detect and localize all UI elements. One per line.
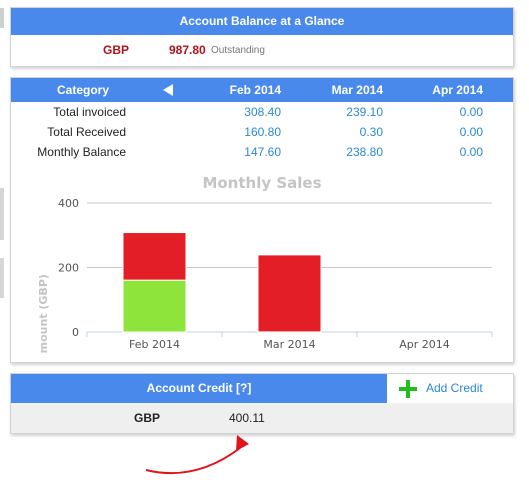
balance-currency: GBP: [103, 43, 129, 57]
balance-row: GBP 987.80 Outstanding: [11, 35, 513, 65]
row-value[interactable]: 0.00: [413, 125, 483, 139]
y-tick-label: 400: [58, 197, 79, 210]
month-header: Mar 2014: [313, 83, 383, 97]
table-row-monthly-balance: Monthly Balance 147.60 238.80 0.00: [11, 142, 513, 162]
bar-segment: [123, 280, 186, 332]
annotation-arrow-icon: [140, 430, 270, 480]
y-tick-label: 200: [58, 262, 79, 275]
month-header: Feb 2014: [211, 83, 281, 97]
account-balance-title: Account Balance at a Glance: [11, 8, 513, 35]
account-credit-panel: Account Credit [?] Add Credit GBP 400.11: [10, 373, 514, 434]
row-value[interactable]: 239.10: [313, 105, 383, 119]
account-balance-panel: Account Balance at a Glance GBP 987.80 O…: [10, 7, 514, 67]
row-value[interactable]: 0.00: [413, 105, 483, 119]
credit-amount: 400.11: [229, 411, 265, 425]
row-label: Total invoiced: [53, 105, 126, 119]
account-credit-header: Account Credit [?]: [11, 374, 387, 403]
monthly-summary-panel: Category Feb 2014 Mar 2014 Apr 2014 Tota…: [10, 77, 514, 363]
x-tick-label: Feb 2014: [129, 338, 180, 351]
plus-icon: [399, 380, 417, 398]
credit-help-link[interactable]: [?]: [236, 381, 251, 395]
row-value[interactable]: 238.80: [313, 145, 383, 159]
credit-currency: GBP: [134, 411, 160, 425]
row-value[interactable]: 147.60: [211, 145, 281, 159]
monthly-sales-chart: Monthly Sales Amount (GBP) 0 200 400 Feb 2…: [11, 168, 511, 353]
row-label: Monthly Balance: [37, 145, 126, 159]
row-value[interactable]: 0.00: [413, 145, 483, 159]
balance-amount: 987.80: [169, 43, 206, 57]
row-value[interactable]: 0.30: [313, 125, 383, 139]
account-credit-title: Account Credit: [147, 381, 233, 395]
category-label: Category: [57, 83, 109, 97]
chart-bars: [123, 233, 321, 332]
x-axis-labels: Feb 2014 Mar 2014 Apr 2014: [129, 338, 450, 351]
y-axis-label: Amount (GBP): [37, 274, 50, 353]
table-row-total-invoiced: Total invoiced 308.40 239.10 0.00: [11, 102, 513, 122]
row-value[interactable]: 308.40: [211, 105, 281, 119]
left-panel-edge: [0, 8, 4, 28]
month-header: Apr 2014: [413, 83, 483, 97]
x-tick-label: Apr 2014: [399, 338, 450, 351]
balance-status: Outstanding: [211, 45, 265, 56]
bar-segment: [123, 233, 186, 281]
add-credit-label: Add Credit: [426, 381, 483, 395]
row-value[interactable]: 160.80: [211, 125, 281, 139]
chart-title: Monthly Sales: [202, 174, 321, 192]
category-header: Category Feb 2014 Mar 2014 Apr 2014: [11, 78, 513, 102]
table-row-total-received: Total Received 160.80 0.30 0.00: [11, 122, 513, 142]
previous-month-arrow-icon[interactable]: [163, 84, 173, 96]
credit-row: GBP 400.11: [11, 403, 513, 433]
left-panel-edge: [0, 258, 4, 298]
left-panel-edge: [0, 188, 4, 240]
x-tick-label: Mar 2014: [263, 338, 315, 351]
y-tick-label: 0: [72, 326, 79, 339]
bar-segment: [258, 255, 321, 332]
row-label: Total Received: [47, 125, 126, 139]
